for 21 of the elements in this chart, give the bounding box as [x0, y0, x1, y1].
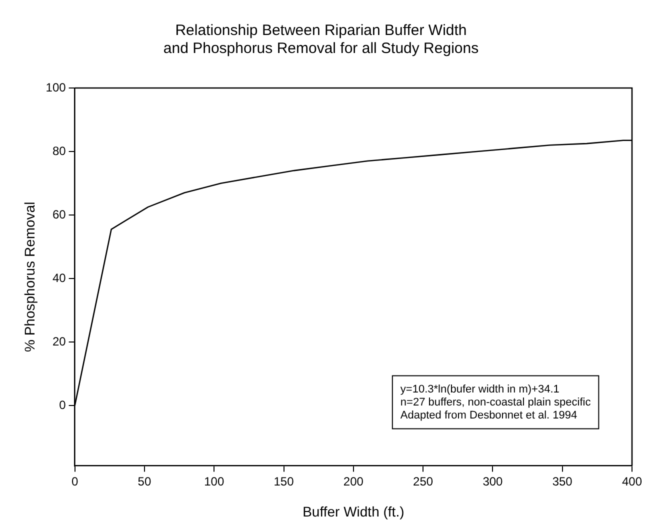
- x-tick-label: 150: [274, 474, 294, 488]
- y-tick-label: 20: [52, 334, 66, 348]
- x-tick-label: 200: [343, 474, 364, 488]
- annotation: n=27 buffers, non-coastal plain specific: [400, 396, 592, 408]
- y-tick-label: 80: [52, 144, 66, 158]
- y-tick-label: 60: [52, 207, 66, 222]
- x-tick-label: 50: [138, 474, 152, 488]
- annotation: Adapted from Desbonnet et al. 1994: [400, 409, 578, 422]
- annotation: y=10.3*ln(bufer width in m)+34.1: [400, 383, 560, 396]
- x-tick-label: 250: [413, 474, 434, 488]
- y-axis-title: % Phosphorus Removal: [21, 202, 38, 352]
- y-tick-label: 0: [59, 398, 66, 412]
- x-tick-label: 400: [622, 474, 642, 488]
- x-tick-label: 350: [552, 474, 573, 488]
- x-tick-label: 0: [71, 474, 78, 488]
- chart-title: Relationship Between Riparian Buffer Width and Phosphorus Removal for all Study Regions: [163, 22, 479, 58]
- x-tick-label: 100: [204, 474, 224, 488]
- x-tick-label: 300: [482, 474, 504, 488]
- x-axis-title: Buffer Width (ft.): [302, 503, 404, 520]
- y-tick-label: 100: [46, 80, 66, 94]
- y-tick-label: 40: [52, 270, 66, 285]
